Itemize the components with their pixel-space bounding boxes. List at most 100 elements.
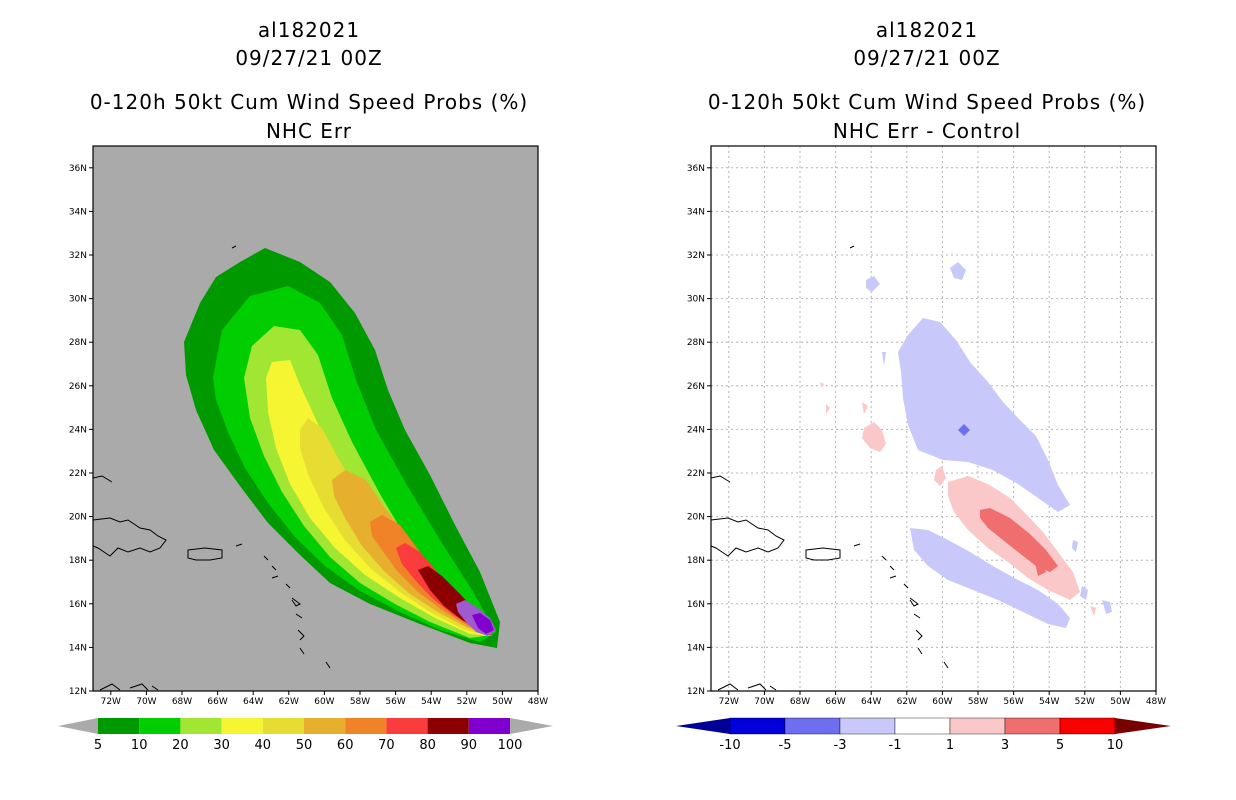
colorbar-swatch: [139, 718, 181, 734]
colorbar-label: -10: [719, 738, 740, 753]
neg-area-main: [898, 318, 1070, 512]
colorbar-label: 1: [946, 738, 954, 753]
axis-ticks: 36N 34N 32N 30N 28N 26N 24N 22N 20N 18N 16N 14N 12N 7…: [69, 164, 548, 707]
colorbar-label: 3: [1001, 738, 1009, 753]
lat-label: 32N: [69, 251, 87, 261]
colorbar-swatch: [1059, 717, 1116, 735]
islet-outline: [849, 245, 855, 249]
neg-dark-core: [958, 424, 970, 436]
colorbar-swatch: [729, 717, 786, 735]
lat-label: 24N: [687, 425, 705, 435]
south-america-outline: [99, 683, 159, 691]
contour-30: [266, 360, 490, 636]
colorbar-label: -5: [779, 738, 792, 753]
colorbar-label: 80: [419, 738, 436, 753]
neg-area-north: [866, 276, 880, 292]
lon-label: 54W: [421, 697, 441, 707]
colorbar-label: -1: [889, 738, 902, 753]
lat-label: 20N: [687, 513, 705, 523]
lesser-antilles-outline: [853, 543, 949, 669]
colorbar-swatch: [98, 718, 140, 734]
colorbar-label: 5: [1056, 738, 1064, 753]
colorbar-label: 100: [498, 738, 523, 753]
colorbar-high-arrow: [1115, 718, 1171, 734]
difference-map: 36N 34N 32N 30N 28N 26N 24N 22N 20N 18N 16N 14N 12N 7…: [676, 145, 1171, 753]
lon-label: 50W: [492, 697, 512, 707]
neg-area-ne: [950, 262, 966, 280]
colorbar-high-arrow: [510, 718, 553, 734]
colorbar-swatch: [304, 718, 346, 734]
pos-mid-core: [980, 508, 1058, 572]
colorbar-label: 60: [337, 738, 354, 753]
storm-id-title: al182021: [257, 18, 361, 42]
neg-area-south: [910, 528, 1070, 628]
lon-label: 60W: [932, 697, 952, 707]
lat-label: 16N: [69, 600, 87, 610]
lon-label: 64W: [243, 697, 263, 707]
colorbar-swatch: [894, 717, 951, 735]
lat-label: 24N: [69, 425, 87, 435]
pos-area-small5: [1090, 606, 1096, 616]
lat-label: 12N: [69, 687, 87, 697]
lon-label: 48W: [528, 697, 548, 707]
neg-area-w: [882, 352, 886, 366]
colorbar-label: 70: [378, 738, 395, 753]
lon-label: 62W: [897, 697, 917, 707]
lat-label: 26N: [687, 382, 705, 392]
lon-label: 48W: [1146, 697, 1166, 707]
colorbar: -10 -5 -3 -1 1 3 5 10: [676, 717, 1171, 753]
lon-label: 68W: [172, 697, 192, 707]
lat-label: 36N: [69, 164, 87, 174]
islet-outline: [231, 245, 237, 249]
contour-40: [300, 418, 490, 636]
colorbar-swatch: [784, 717, 841, 735]
colorbar-label: 90: [461, 738, 478, 753]
subtitle: NHC Err - Control: [832, 119, 1022, 143]
lon-label: 60W: [314, 697, 334, 707]
lon-label: 70W: [754, 697, 774, 707]
colorbar-swatch: [468, 718, 510, 734]
colorbar: 5 10 20 30 40 50 60 70 80 90 100: [58, 718, 553, 753]
colorbar-swatch: [262, 718, 304, 734]
pos-area-west: [862, 422, 886, 452]
colorbar-swatch: [221, 718, 263, 734]
lon-label: 66W: [207, 697, 227, 707]
map-frame: [710, 145, 1157, 692]
neg-area-e3: [1072, 540, 1078, 552]
difference-contours: [820, 262, 1112, 628]
left-panel: al182021 09/27/21 00Z 0-120h 50kt Cum Wi…: [58, 18, 553, 753]
datetime-title: 09/27/21 00Z: [853, 46, 1001, 70]
lat-label: 32N: [687, 251, 705, 261]
hispaniola-outline: [710, 517, 785, 557]
lon-label: 70W: [136, 697, 156, 707]
lat-label: 18N: [687, 556, 705, 566]
colorbar-label: 5: [94, 738, 102, 753]
colorbar-swatch: [1004, 717, 1061, 735]
product-title: 0-120h 50kt Cum Wind Speed Probs (%): [707, 90, 1147, 114]
lesser-antilles-outline: [235, 543, 331, 669]
colorbar-label: 40: [255, 738, 272, 753]
colorbar-swatch: [427, 718, 469, 734]
colorbar-label: -3: [834, 738, 847, 753]
pos-area-small2: [862, 402, 868, 414]
lon-label: 68W: [790, 697, 810, 707]
colorbar-label: 20: [172, 738, 189, 753]
bahamas-outline: [710, 475, 731, 483]
lat-label: 26N: [69, 382, 87, 392]
lon-label: 52W: [457, 697, 477, 707]
pos-area-small3: [826, 404, 830, 414]
lon-label: 52W: [1075, 697, 1095, 707]
neg-area-e1: [1080, 586, 1088, 600]
coastlines: [710, 245, 949, 691]
colorbar-swatch: [949, 717, 1006, 735]
lat-label: 16N: [687, 600, 705, 610]
lon-label: 58W: [968, 697, 988, 707]
lat-label: 22N: [687, 469, 705, 479]
colorbar-low-arrow: [58, 718, 98, 734]
lat-label: 18N: [69, 556, 87, 566]
lat-label: 14N: [69, 643, 87, 653]
product-title: 0-120h 50kt Cum Wind Speed Probs (%): [89, 90, 529, 114]
south-america-outline: [717, 683, 777, 691]
right-panel: al182021 09/27/21 00Z 0-120h 50kt Cum Wi…: [618, 0, 1236, 800]
colorbar-label: 30: [213, 738, 230, 753]
